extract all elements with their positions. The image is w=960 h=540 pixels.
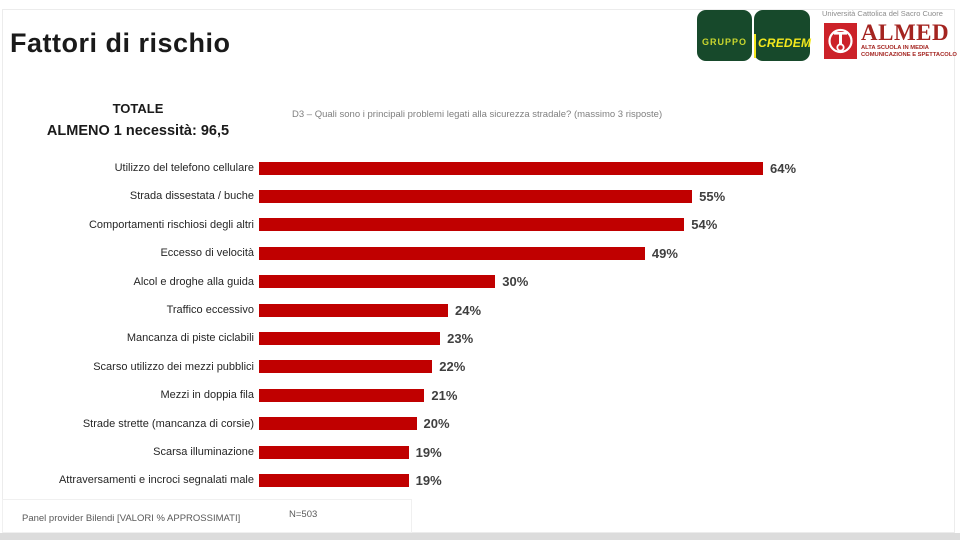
bar-value: 19% [415,444,442,460]
bar-label: Attraversamenti e incroci segnalati male [58,474,254,487]
credem-gruppo-label: GRUPPO [701,37,747,47]
footer-box [2,499,412,533]
bar-label: Utilizzo del telefono cellulare [114,162,254,174]
almed-logo: Università Cattolica del Sacro Cuore ALM… [822,9,958,61]
bar [259,388,425,402]
bar-value: 21% [431,387,458,403]
credem-logo-right-square [754,10,810,61]
chart-row: Alcol e droghe alla guida 30% [0,274,960,290]
bar-value: 19% [415,472,442,488]
bar-value: 49% [651,245,678,261]
chart-row: Scarsa illuminazione 19% [0,444,960,460]
bar [259,275,496,289]
chart-row: Strada dissestata / buche 55% [0,188,960,204]
almed-subtitle-2: COMUNICAZIONE E SPETTACOLO [861,52,957,58]
bar [259,360,433,374]
subtotal-label: ALMENO 1 necessità: 96,5 [46,123,230,139]
credem-brand-label: CREDEM [758,36,812,50]
bar [259,189,693,203]
bar-label: Alcol e droghe alla guida [133,275,254,288]
bar-label: Scarsa illuminazione [153,446,254,458]
bar [259,331,441,345]
bar [259,246,645,260]
footer-source: Panel provider Bilendi [VALORI % APPROSS… [22,513,241,524]
bar-value: 54% [691,217,718,233]
bar-value: 24% [455,302,482,318]
chart-row: Eccesso di velocità 49% [0,245,960,261]
bar-label: Comportamenti rischiosi degli altri [88,218,254,231]
bar-label: Mancanza di piste ciclabili [126,332,254,345]
sample-size: N=503 [289,509,318,520]
chart-row: Attraversamenti e incroci segnalati male… [0,472,960,488]
slide-frame [2,9,955,533]
almed-subtitle-1: ALTA SCUOLA IN MEDIA [861,45,929,51]
bar [259,303,448,317]
bar-value: 20% [423,416,450,432]
survey-question: D3 – Quali sono i principali problemi le… [292,109,663,120]
bar-label: Scarso utilizzo dei mezzi pubblici [93,360,254,373]
chart-row: Mezzi in doppia fila 21% [0,387,960,403]
bottom-strip [0,533,960,540]
bar [259,445,409,459]
chart-row: Scarso utilizzo dei mezzi pubblici 22% [0,359,960,375]
bar [259,473,409,487]
bar-value: 30% [502,274,529,290]
chart-row: Mancanza di piste ciclabili 23% [0,330,960,346]
bar [259,161,763,175]
bar-label: Strade strette (mancanza di corsie) [82,417,254,430]
chart-row: Traffico eccessivo 24% [0,302,960,318]
total-label: TOTALE [112,101,164,116]
credem-logo: GRUPPO CREDEM [697,10,812,61]
credem-logo-divider [754,34,756,58]
chart-row: Comportamenti rischiosi degli altri 54% [0,217,960,233]
university-name: Università Cattolica del Sacro Cuore [822,9,943,18]
credem-logo-left-square [697,10,752,61]
chart-row: Strade strette (mancanza di corsie) 20% [0,416,960,432]
university-emblem-icon [824,23,857,59]
chart-row: Utilizzo del telefono cellulare 64% [0,160,960,176]
page-title: Fattori di rischio [10,28,231,58]
bar-label: Traffico eccessivo [166,304,254,316]
bar-value: 22% [439,359,466,375]
bar-label: Eccesso di velocità [160,247,254,260]
bar-value: 55% [699,188,726,204]
bar-label: Strada dissestata / buche [129,190,254,203]
bar [259,218,685,232]
bar-label: Mezzi in doppia fila [160,389,254,402]
bar-value: 23% [447,330,474,346]
almed-name: ALMED [861,20,950,45]
bar [259,417,417,431]
bar-value: 64% [770,160,797,176]
